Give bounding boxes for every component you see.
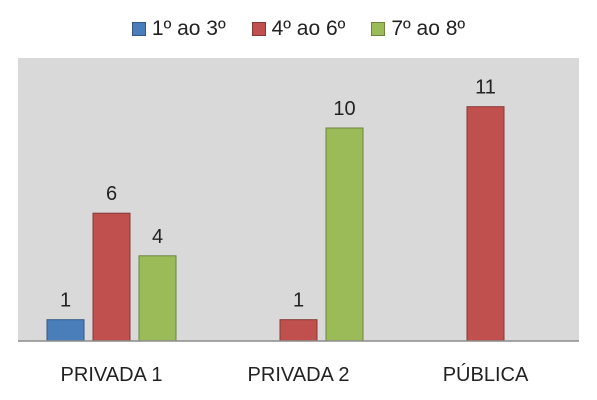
bar-privada-2-series-3 <box>325 127 364 342</box>
data-label-publica-series-2: 11 <box>475 77 496 99</box>
legend-swatch-2 <box>251 22 266 36</box>
data-label-privada-1-series-1: 1 <box>60 290 71 312</box>
legend: 1º ao 3º 4º ao 6º 7º ao 8º <box>0 14 597 44</box>
category-label-privada-1: PRIVADA 1 <box>61 364 163 386</box>
legend-item-3: 7º ao 8º <box>371 17 465 41</box>
bars-group <box>46 106 505 342</box>
legend-label-2: 4º ao 6º <box>271 17 346 40</box>
bar-publica-series-2 <box>466 106 505 342</box>
bar-privada-1-series-1 <box>46 319 85 342</box>
category-label-privada-2: PRIVADA 2 <box>248 364 350 386</box>
labels-group: 1 6 4 PRIVADA 1 1 10 PRIVADA 2 11 PÚBLICA <box>60 77 529 386</box>
legend-item-1: 1º ao 3º <box>131 17 226 41</box>
bar-privada-1-series-3 <box>138 255 177 342</box>
bar-privada-1-series-2 <box>92 212 131 342</box>
bar-privada-2-series-2 <box>279 319 318 342</box>
legend-label-3: 7º ao 8º <box>391 17 466 40</box>
data-label-privada-1-series-3: 4 <box>152 226 163 248</box>
data-label-privada-1-series-2: 6 <box>106 183 117 205</box>
legend-swatch-1 <box>131 22 146 36</box>
data-label-privada-2-series-3: 10 <box>333 98 355 120</box>
category-label-publica: PÚBLICA <box>443 363 529 386</box>
data-label-privada-2-series-2: 1 <box>293 290 304 312</box>
legend-item-2: 4º ao 6º <box>251 17 346 41</box>
legend-swatch-3 <box>371 22 386 36</box>
legend-label-1: 1º ao 3º <box>151 17 226 40</box>
